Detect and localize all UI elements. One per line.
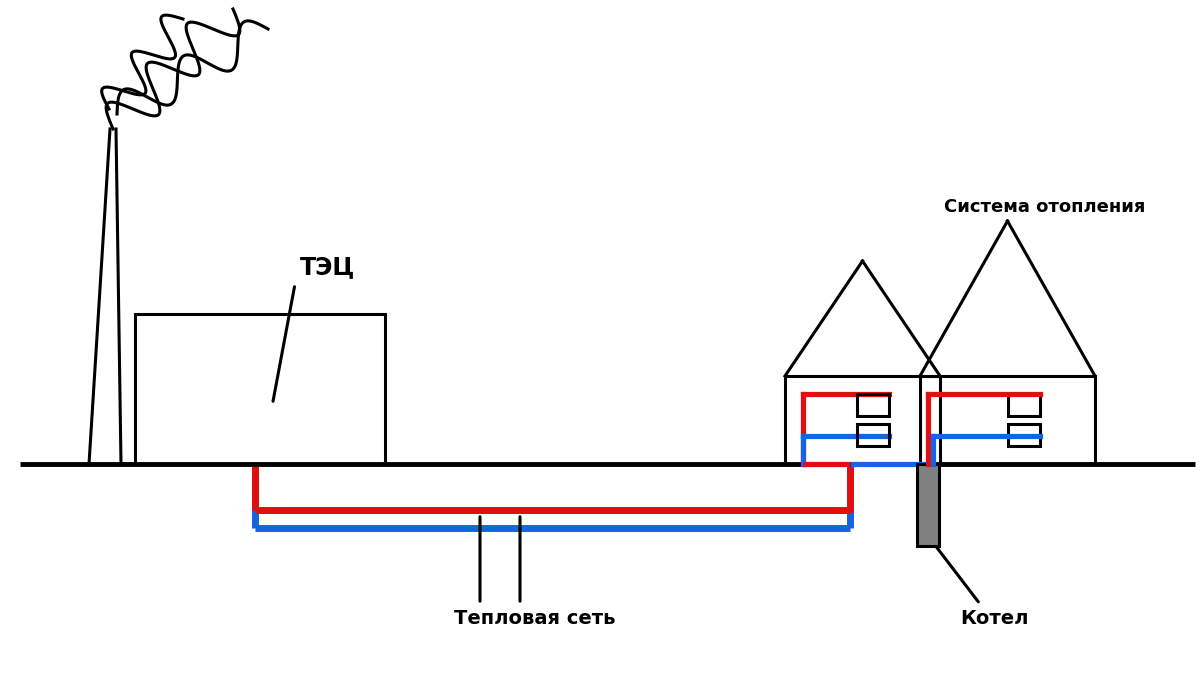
Bar: [857, 394, 889, 416]
Bar: [1008, 394, 1040, 416]
Bar: [134, 314, 385, 464]
Text: Тепловая сеть: Тепловая сеть: [455, 610, 616, 629]
Bar: [857, 424, 889, 446]
Text: Система отопления: Система отопления: [944, 198, 1146, 216]
Text: ТЭЦ: ТЭЦ: [300, 255, 355, 279]
Bar: [1008, 424, 1040, 446]
Text: Котел: Котел: [961, 610, 1030, 629]
Bar: [917, 464, 940, 546]
